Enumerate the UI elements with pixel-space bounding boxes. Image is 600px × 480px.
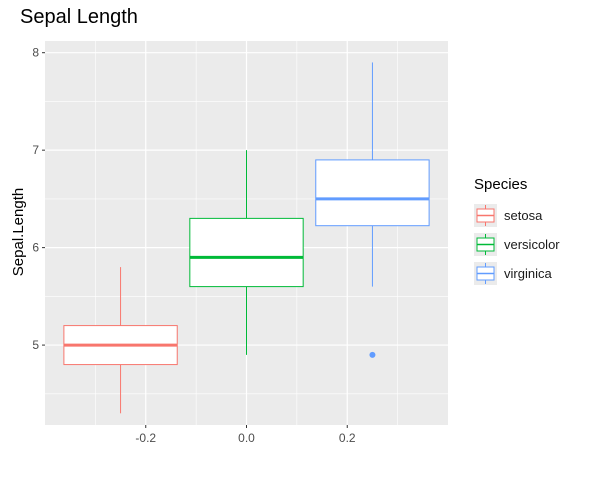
legend-label: setosa — [504, 208, 543, 223]
y-tick-label: 7 — [32, 143, 39, 157]
legend-key-setosa — [474, 204, 497, 227]
legend-label: virginica — [504, 266, 552, 281]
y-axis-label: Sepal.Length — [10, 188, 27, 276]
box-iqr — [189, 217, 304, 288]
legend-items: setosa versicolor virginica — [474, 201, 560, 288]
legend-key-versicolor — [474, 233, 497, 256]
x-tick-label: 0.0 — [238, 431, 255, 445]
box-versicolor — [189, 150, 304, 355]
box-virginica — [315, 62, 430, 358]
legend-title: Species — [474, 176, 528, 193]
x-tick-label: 0.2 — [339, 431, 356, 445]
legend-item-versicolor: versicolor — [474, 230, 560, 259]
y-tick-label: 5 — [32, 338, 39, 352]
legend-label: versicolor — [504, 237, 560, 252]
y-tick-label: 8 — [32, 46, 39, 60]
legend-key-virginica — [474, 262, 497, 285]
x-axis: -0.2 0.0 0.2 — [135, 425, 356, 445]
legend-item-virginica: virginica — [474, 259, 560, 288]
outlier-point — [369, 351, 376, 358]
box-setosa — [63, 267, 178, 414]
y-tick-label: 6 — [32, 241, 39, 255]
chart-title: Sepal Length — [20, 6, 138, 28]
legend-item-setosa: setosa — [474, 201, 560, 230]
y-axis: 5 6 7 8 — [32, 46, 45, 352]
box-iqr — [315, 159, 430, 227]
boxes — [63, 62, 430, 414]
legend: Species setosa versicolor virginica — [474, 176, 560, 288]
x-tick-label: -0.2 — [135, 431, 156, 445]
